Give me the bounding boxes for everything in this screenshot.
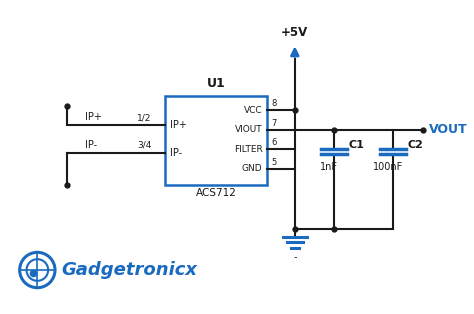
Text: 3/4: 3/4: [137, 141, 151, 150]
Text: IP+: IP+: [84, 112, 101, 122]
Bar: [165, 96, 267, 185]
Text: 1nF: 1nF: [320, 162, 338, 172]
Text: IP-: IP-: [84, 140, 97, 150]
Text: -: -: [293, 252, 297, 262]
Text: ACS712: ACS712: [196, 188, 237, 198]
Text: 8: 8: [271, 99, 277, 108]
Text: FILTER: FILTER: [234, 145, 263, 154]
Text: IP+: IP+: [170, 120, 187, 130]
Text: Gadgetronicx: Gadgetronicx: [61, 261, 197, 279]
Text: 100nF: 100nF: [373, 162, 403, 172]
Text: 1/2: 1/2: [137, 113, 151, 122]
Text: 6: 6: [271, 138, 277, 147]
Text: GND: GND: [242, 164, 263, 173]
Text: VCC: VCC: [244, 106, 263, 115]
Text: U1: U1: [207, 77, 226, 90]
Text: +5V: +5V: [281, 26, 309, 40]
Text: C2: C2: [408, 140, 424, 150]
Text: IP-: IP-: [170, 148, 182, 158]
Text: 5: 5: [271, 158, 276, 167]
Text: 7: 7: [271, 119, 277, 128]
Text: VOUT: VOUT: [428, 123, 467, 136]
Text: C1: C1: [349, 140, 365, 150]
Text: VIOUT: VIOUT: [235, 125, 263, 134]
